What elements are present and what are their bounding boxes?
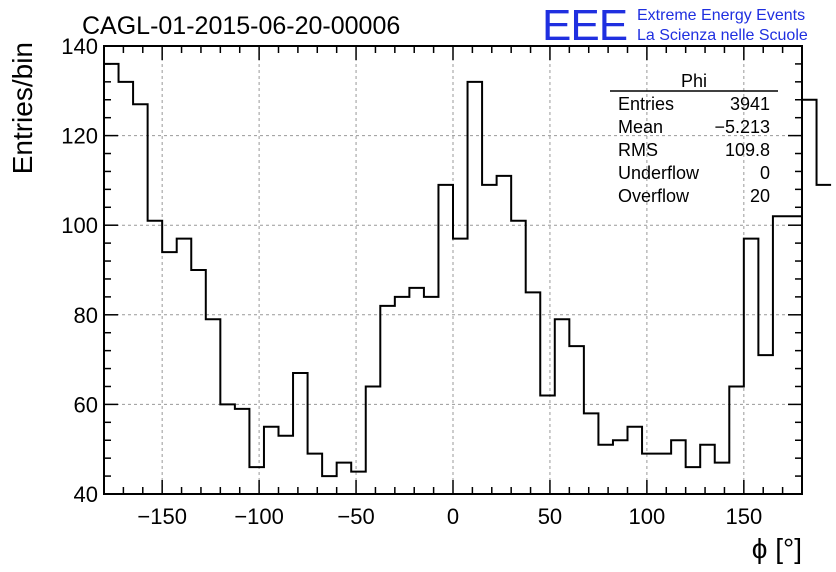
y-tick-labels: 40 60 80 100 120 140 (61, 34, 98, 507)
stats-label: Overflow (618, 186, 690, 206)
logo: EEE Extreme Energy Events La Scienza nel… (542, 1, 808, 50)
stats-label: Mean (618, 117, 663, 137)
histogram-bin (395, 297, 410, 494)
stats-row-overflow: Overflow 20 (618, 186, 770, 206)
histogram-bin (569, 346, 584, 494)
histogram-bin (249, 467, 264, 494)
histogram-bin (584, 413, 599, 494)
stats-label: Underflow (618, 163, 700, 183)
histogram-bin (671, 440, 686, 494)
y-tick-label: 100 (61, 213, 98, 238)
y-tick-label: 60 (74, 392, 98, 417)
x-axis-label: ϕ [°] (752, 533, 802, 564)
histogram-bin (468, 82, 483, 494)
x-tick-label: −50 (337, 504, 374, 529)
histogram-bin (497, 176, 512, 494)
histogram-bin (613, 440, 628, 494)
histogram-bin (511, 221, 526, 494)
histogram-bin (555, 319, 570, 494)
x-tick-label: −150 (137, 504, 187, 529)
stats-value: 109.8 (725, 140, 770, 160)
histogram-bin (715, 463, 730, 494)
stats-row-entries: Entries 3941 (618, 94, 770, 114)
histogram-bin (482, 185, 497, 494)
chart-title: CAGL-01-2015-06-20-00006 (82, 12, 400, 40)
histogram-bin (642, 454, 657, 494)
histogram-bin (438, 185, 453, 494)
x-tick-label: 100 (629, 504, 666, 529)
histogram-bin (293, 373, 308, 494)
stats-value: 0 (760, 163, 770, 183)
histogram-bin (409, 288, 424, 494)
stats-value: 20 (750, 186, 770, 206)
stats-row-mean: Mean −5.213 (618, 117, 770, 137)
y-axis-label: Entries/bin (7, 42, 38, 174)
histogram-bin (744, 239, 759, 494)
histogram-line (104, 62, 832, 478)
logo-line-1: Extreme Energy Events (637, 7, 805, 24)
histogram-bin (177, 239, 192, 494)
histogram-bin (337, 463, 352, 494)
histogram-bin (657, 454, 672, 494)
histogram-bin (686, 467, 701, 494)
histogram-bin (351, 472, 366, 494)
x-tick-labels: −150 −100 −50 0 50 100 150 (137, 504, 762, 529)
histogram-bin (598, 445, 613, 494)
histogram-bin (700, 445, 715, 494)
histogram-bin (453, 239, 468, 494)
histogram-bin (235, 409, 250, 494)
x-tick-label: −100 (234, 504, 284, 529)
x-tick-label: 50 (538, 504, 562, 529)
x-tick-label: 150 (725, 504, 762, 529)
stats-row-rms: RMS 109.8 (618, 140, 770, 160)
stats-value: −5.213 (714, 117, 770, 137)
histogram-bin (322, 476, 337, 494)
stats-label: Entries (618, 94, 674, 114)
histogram-bin (366, 386, 381, 494)
histogram-bin (802, 100, 817, 494)
y-tick-label: 80 (74, 303, 98, 328)
logo-mark: EEE (542, 1, 627, 50)
stats-box-title: Phi (681, 71, 707, 91)
histogram-bin (540, 395, 555, 494)
axis-ticks (103, 45, 803, 495)
logo-line-2: La Scienza nelle Scuole (637, 27, 808, 44)
histogram-bin (380, 306, 395, 494)
histogram-bin (206, 319, 221, 494)
histogram-bin (817, 185, 832, 494)
histogram-bin (628, 427, 643, 494)
histogram-bin (148, 221, 163, 494)
stats-label: RMS (618, 140, 658, 160)
stats-row-underflow: Underflow 0 (618, 163, 770, 183)
histogram-bin (424, 297, 439, 494)
y-tick-label: 140 (61, 34, 98, 59)
histogram-bin (162, 252, 177, 494)
histogram-bin (220, 404, 235, 494)
x-tick-label: 0 (447, 504, 459, 529)
histogram-bin (729, 386, 744, 494)
histogram-bin (119, 82, 134, 494)
histogram-bin (133, 104, 148, 494)
histogram-bin (773, 216, 788, 494)
stats-value: 3941 (730, 94, 770, 114)
y-tick-label: 120 (61, 124, 98, 149)
y-tick-label: 40 (74, 482, 98, 507)
histogram-bin (191, 270, 206, 494)
histogram-bin (526, 292, 541, 494)
stats-box: Phi Entries 3941 Mean −5.213 RMS 109.8 U… (610, 71, 778, 206)
histogram-bin (279, 436, 294, 494)
histogram-bin (264, 427, 279, 494)
histogram-bin (758, 355, 773, 494)
histogram-bin (308, 454, 323, 494)
histogram-bin (787, 216, 802, 494)
